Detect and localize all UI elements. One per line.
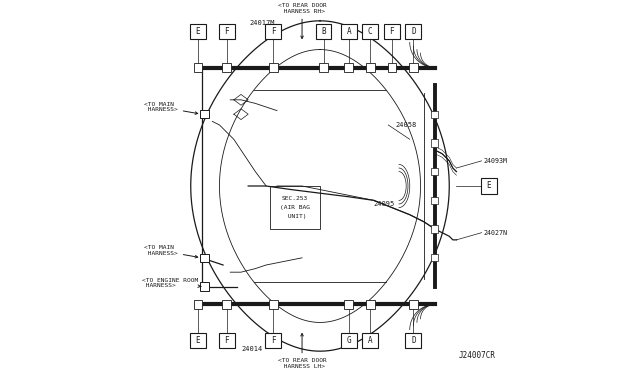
Text: <TO MAIN
 HARNESS>: <TO MAIN HARNESS> <box>144 245 198 258</box>
FancyBboxPatch shape <box>362 333 378 348</box>
Text: 24093M: 24093M <box>483 158 508 164</box>
Bar <box>319 63 328 72</box>
Bar <box>194 300 202 309</box>
Bar <box>387 63 396 72</box>
FancyBboxPatch shape <box>384 24 400 39</box>
FancyBboxPatch shape <box>219 24 234 39</box>
Bar <box>269 300 278 309</box>
Bar <box>431 225 438 232</box>
FancyBboxPatch shape <box>190 24 206 39</box>
Text: F: F <box>271 27 276 36</box>
FancyBboxPatch shape <box>406 24 421 39</box>
FancyBboxPatch shape <box>266 333 281 348</box>
Bar <box>222 300 231 309</box>
Text: F: F <box>225 27 229 36</box>
Bar <box>366 63 374 72</box>
Text: D: D <box>411 27 415 36</box>
Text: 24095: 24095 <box>374 201 395 207</box>
Text: UNIT): UNIT) <box>284 214 306 219</box>
Text: 24027N: 24027N <box>483 230 508 236</box>
Text: F: F <box>390 27 394 36</box>
Text: E: E <box>196 27 200 36</box>
Text: D: D <box>411 336 415 345</box>
Text: F: F <box>271 336 276 345</box>
Bar <box>431 197 438 204</box>
Text: 24017M: 24017M <box>250 20 275 26</box>
Text: A: A <box>346 27 351 36</box>
Text: <TO REAR DOOR
 HARNESS RH>: <TO REAR DOOR HARNESS RH> <box>278 3 326 38</box>
Text: E: E <box>486 182 491 190</box>
Bar <box>344 300 353 309</box>
FancyBboxPatch shape <box>341 24 356 39</box>
FancyBboxPatch shape <box>341 333 356 348</box>
Text: B: B <box>321 27 326 36</box>
Text: A: A <box>368 336 372 345</box>
Bar <box>409 300 418 309</box>
Text: 24058: 24058 <box>396 122 417 128</box>
Text: <TO ENGINE ROOM
 HARNESS>: <TO ENGINE ROOM HARNESS> <box>142 278 202 288</box>
Bar <box>269 186 320 229</box>
Text: <TO REAR DOOR
 HARNESS LH>: <TO REAR DOOR HARNESS LH> <box>278 334 326 369</box>
Bar <box>431 168 438 175</box>
Bar <box>344 63 353 72</box>
Text: SEC.253: SEC.253 <box>282 196 308 201</box>
Text: (AIR BAG: (AIR BAG <box>280 205 310 210</box>
Bar <box>200 110 209 119</box>
Text: E: E <box>196 336 200 345</box>
Text: C: C <box>368 27 372 36</box>
Text: <TO MAIN
 HARNESS>: <TO MAIN HARNESS> <box>144 102 198 114</box>
FancyBboxPatch shape <box>316 24 332 39</box>
Bar <box>409 63 418 72</box>
FancyBboxPatch shape <box>190 333 206 348</box>
Bar <box>200 253 209 262</box>
Text: 24014: 24014 <box>241 346 262 352</box>
FancyBboxPatch shape <box>362 24 378 39</box>
FancyBboxPatch shape <box>406 333 421 348</box>
Bar <box>200 282 209 291</box>
Bar <box>194 63 202 72</box>
FancyBboxPatch shape <box>219 333 234 348</box>
Text: F: F <box>225 336 229 345</box>
FancyBboxPatch shape <box>481 178 497 194</box>
Bar <box>431 110 438 118</box>
Bar <box>366 300 374 309</box>
FancyBboxPatch shape <box>266 24 281 39</box>
Bar <box>431 140 438 147</box>
Text: G: G <box>346 336 351 345</box>
Text: J24007CR: J24007CR <box>459 351 496 360</box>
Bar <box>269 63 278 72</box>
Bar <box>431 254 438 262</box>
Bar <box>222 63 231 72</box>
